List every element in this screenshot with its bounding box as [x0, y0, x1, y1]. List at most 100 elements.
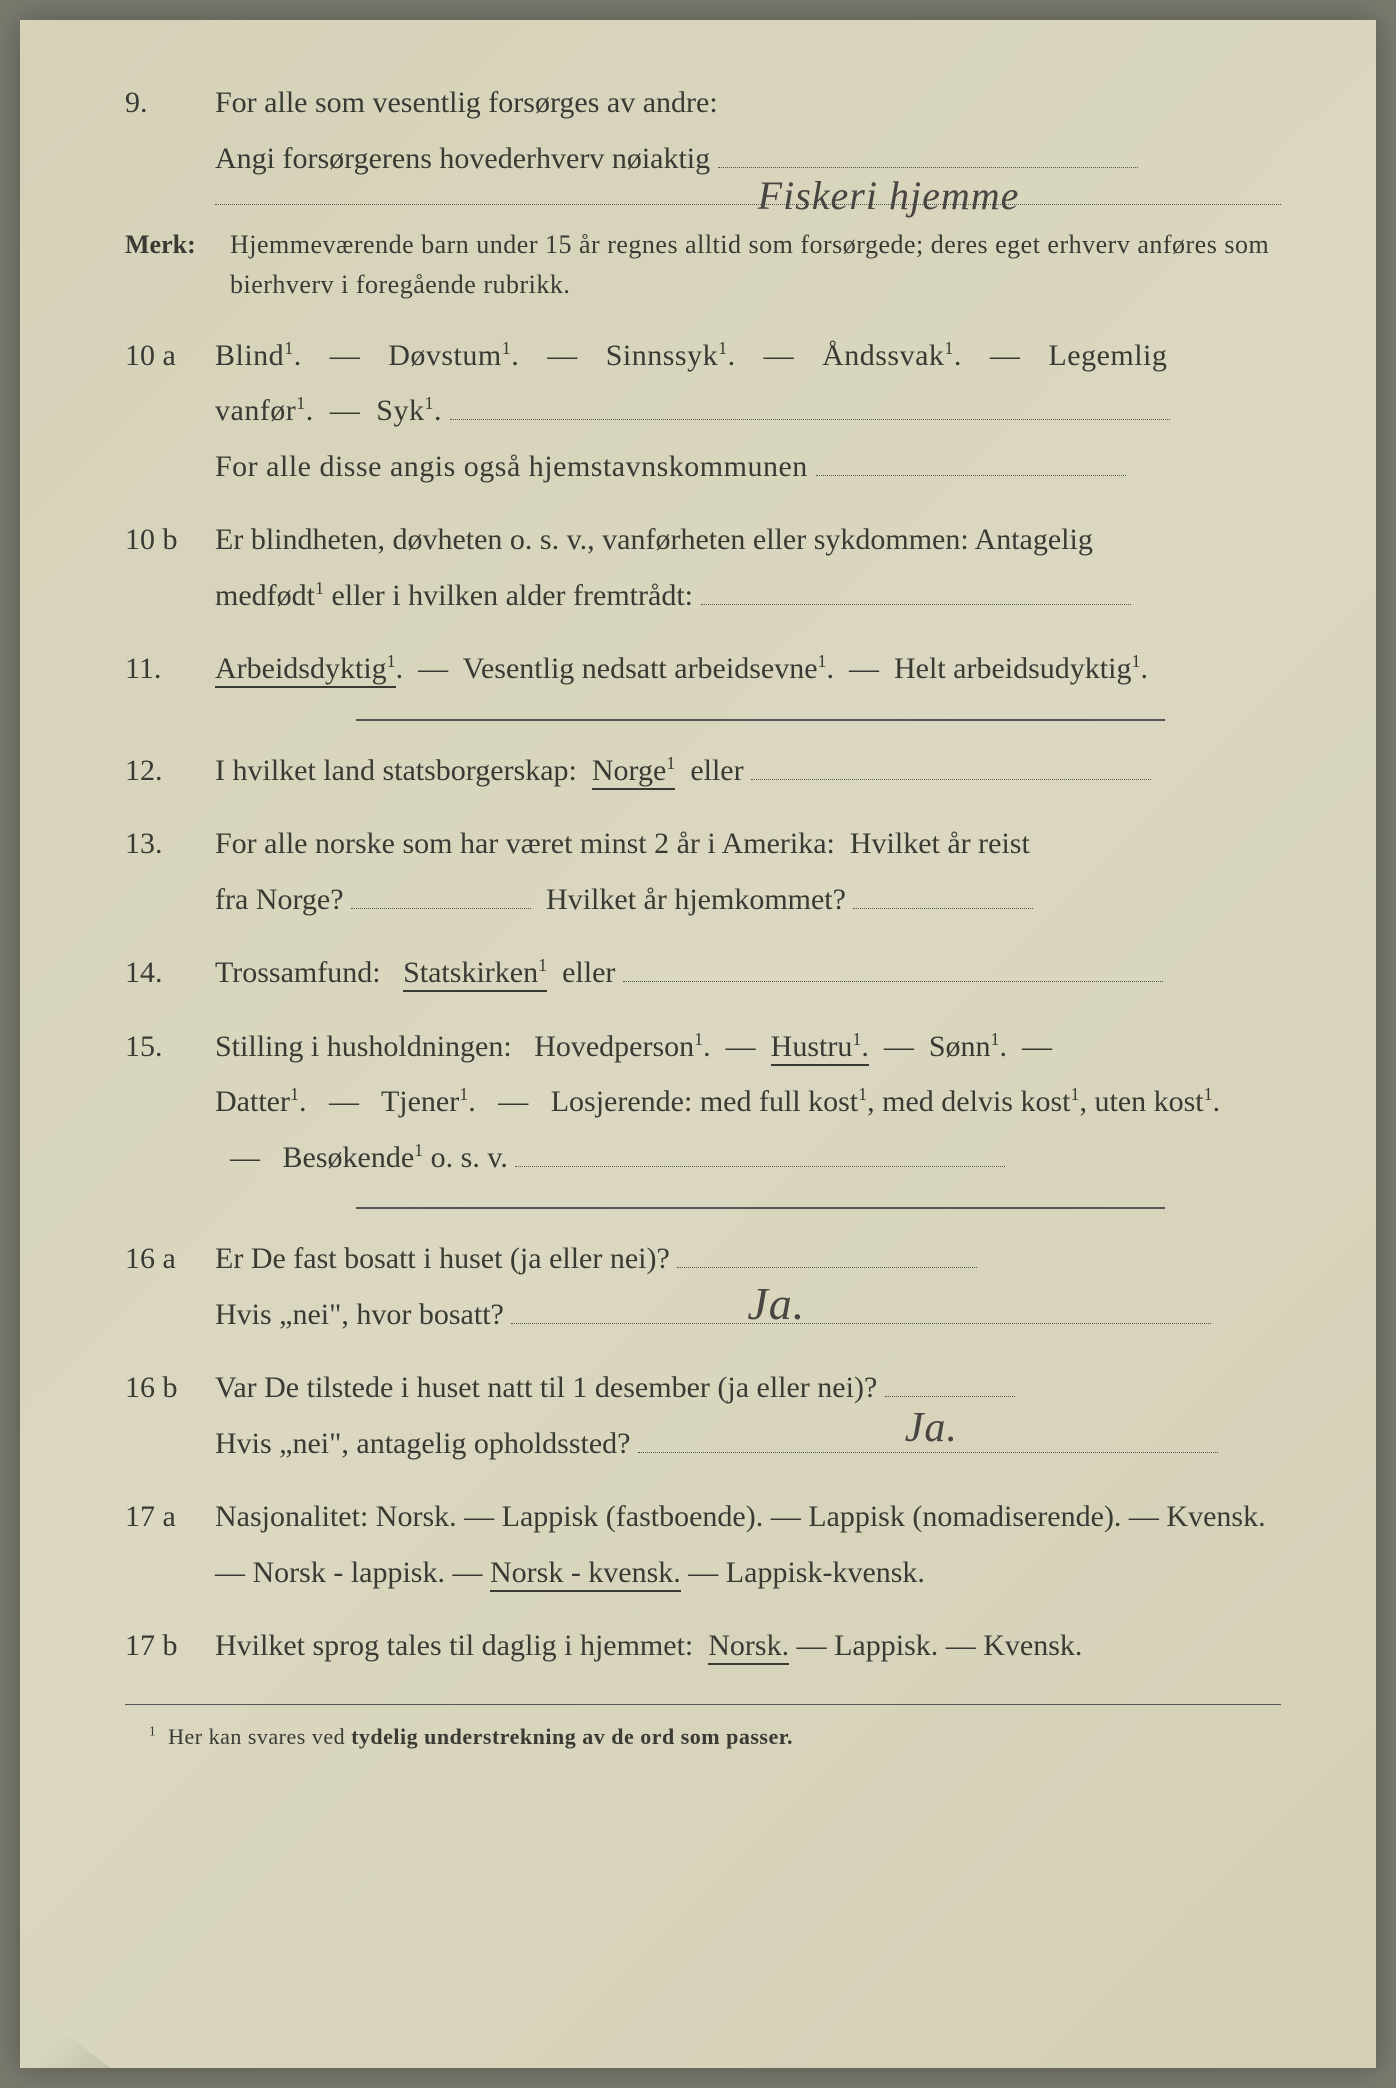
q17b-text-a: Hvilket sprog tales til daglig i hjemmet…: [215, 1629, 693, 1662]
q16a-line2: Hvis „nei", hvor bosatt?: [215, 1298, 504, 1331]
q15-besokende: Besøkende1 o. s. v.: [283, 1141, 508, 1174]
q9-content: For alle som vesentlig forsørges av andr…: [215, 75, 1281, 186]
question-17b: 17 b Hvilket sprog tales til daglig i hj…: [125, 1618, 1281, 1674]
q10b-text-a2: medfødt1: [215, 579, 324, 612]
q12-text-b: eller: [690, 754, 743, 787]
q15-hovedperson: Hovedperson1.: [534, 1030, 710, 1063]
q14-statskirken-underlined: Statskirken1: [403, 956, 547, 992]
q15-hustru-underlined: Hustru1.: [771, 1030, 869, 1066]
q15-sonn: Sønn1.: [929, 1030, 1007, 1063]
divider: [215, 204, 1281, 205]
footnote-text: Her kan svares ved: [168, 1724, 345, 1749]
q15-tjener: Tjener1.: [381, 1085, 476, 1118]
question-16a: 16 a Er De fast bosatt i huset (ja eller…: [125, 1231, 1281, 1342]
q17a-text-b: — Lappisk-kvensk.: [688, 1556, 925, 1589]
q13-text-a: For alle norske som har været minst 2 år…: [215, 827, 1030, 860]
question-9: 9. For alle som vesentlig forsørges av a…: [125, 75, 1281, 186]
question-16b: 16 b Var De tilstede i huset natt til 1 …: [125, 1360, 1281, 1471]
footnote-bold: tydelig understrekning av de ord som pas…: [351, 1724, 793, 1749]
q16a-handwritten: Ja.: [747, 1261, 805, 1346]
q15-number: 15.: [125, 1019, 215, 1186]
q9-line1: For alle som vesentlig forsørges av andr…: [215, 75, 1281, 131]
q17b-text-b: — Lappisk. — Kvensk.: [797, 1629, 1083, 1662]
question-17a: 17 a Nasjonalitet: Norsk. — Lappisk (fas…: [125, 1489, 1281, 1600]
q12-fill[interactable]: [751, 779, 1151, 780]
q16a-content: Er De fast bosatt i huset (ja eller nei)…: [215, 1231, 1281, 1342]
q10a-opt-blind: Blind1.: [215, 339, 302, 372]
q16b-number: 16 b: [125, 1360, 215, 1471]
q17a-norsk-kvensk-underlined: Norsk - kvensk.: [490, 1556, 681, 1592]
merk-label: Merk:: [125, 225, 230, 306]
q9-handwritten-answer: Fiskeri hjemme: [758, 159, 1020, 233]
section-divider-2: [356, 1207, 1165, 1209]
q10a-opt-andssvak: Åndssvak1.: [822, 339, 962, 372]
q14-text-b: eller: [562, 956, 615, 989]
q17b-content: Hvilket sprog tales til daglig i hjemmet…: [215, 1618, 1281, 1674]
q16a-number: 16 a: [125, 1231, 215, 1342]
q11-opt3: Helt arbeidsudyktig1.: [894, 652, 1148, 685]
footnote-marker: 1: [149, 1723, 156, 1738]
question-11: 11. Arbeidsdyktig1. — Vesentlig nedsatt …: [125, 641, 1281, 697]
q15-content: Stilling i husholdningen: Hovedperson1. …: [215, 1019, 1281, 1186]
q10b-content: Er blindheten, døvheten o. s. v., vanfør…: [215, 512, 1281, 623]
q10a-opt-legemlig: Legemlig: [1048, 339, 1167, 372]
q13-text-a2: fra Norge?: [215, 883, 344, 916]
q10a-opt-syk: Syk1.: [376, 394, 442, 427]
q15-losjerende: Losjerende: med full kost1, med delvis k…: [551, 1085, 1220, 1118]
q14-fill[interactable]: [623, 981, 1163, 982]
q10b-fill[interactable]: [701, 604, 1131, 605]
q14-content: Trossamfund: Statskirken1 eller: [215, 945, 1281, 1001]
question-12: 12. I hvilket land statsborgerskap: Norg…: [125, 743, 1281, 799]
census-form-page: 9. For alle som vesentlig forsørges av a…: [20, 20, 1376, 2068]
q15-fill[interactable]: [515, 1166, 1005, 1167]
q16a-fill2[interactable]: [511, 1323, 1211, 1324]
q9-prompt: Angi forsørgerens hovederhverv nøiaktig: [215, 142, 710, 175]
q17a-content: Nasjonalitet: Norsk. — Lappisk (fastboen…: [215, 1489, 1281, 1600]
q12-number: 12.: [125, 743, 215, 799]
q13-text-b: Hvilket år hjemkommet?: [546, 883, 846, 916]
question-15: 15. Stilling i husholdningen: Hovedperso…: [125, 1019, 1281, 1186]
q10a-line2: For alle disse angis også hjemstavnskomm…: [215, 439, 1281, 495]
q15-text-a: Stilling i husholdningen:: [215, 1030, 512, 1063]
question-10a: 10 a Blind1. — Døvstum1. — Sinnssyk1. — …: [125, 328, 1281, 495]
section-divider: [356, 719, 1165, 721]
q10a-content: Blind1. — Døvstum1. — Sinnssyk1. — Åndss…: [215, 328, 1281, 495]
question-14: 14. Trossamfund: Statskirken1 eller: [125, 945, 1281, 1001]
q10a-fill[interactable]: [450, 419, 1170, 420]
q11-content: Arbeidsdyktig1. — Vesentlig nedsatt arbe…: [215, 641, 1281, 697]
q10b-text-a: Er blindheten, døvheten o. s. v., vanfør…: [215, 523, 1093, 556]
q10b-number: 10 b: [125, 512, 215, 623]
q10a-opt-dovstum: Døvstum1.: [388, 339, 519, 372]
q11-number: 11.: [125, 641, 215, 697]
q17b-norsk-underlined: Norsk.: [708, 1629, 789, 1665]
merk-note: Merk: Hjemmeværende barn under 15 år reg…: [125, 225, 1281, 306]
q12-content: I hvilket land statsborgerskap: Norge1 e…: [215, 743, 1281, 799]
q16a-answer-field[interactable]: Ja.: [677, 1267, 977, 1268]
q13-fill1[interactable]: [351, 908, 531, 909]
q13-fill2[interactable]: [853, 908, 1033, 909]
q17a-number: 17 a: [125, 1489, 215, 1600]
q9-answer-field[interactable]: Fiskeri hjemme: [718, 167, 1138, 168]
q12-norge-underlined: Norge1: [592, 754, 675, 790]
q9-line2: Angi forsørgerens hovederhverv nøiaktig …: [215, 131, 1281, 187]
q14-number: 14.: [125, 945, 215, 1001]
merk-text: Hjemmeværende barn under 15 år regnes al…: [230, 225, 1281, 306]
q10a-opt-sinnssyk: Sinnssyk1.: [606, 339, 736, 372]
q10b-text-b: eller i hvilken alder fremtrådt:: [331, 579, 693, 612]
q11-opt2: Vesentlig nedsatt arbeidsevne1.: [463, 652, 834, 685]
q15-datter: Datter1.: [215, 1085, 306, 1118]
q16a-text: Er De fast bosatt i huset (ja eller nei)…: [215, 1242, 670, 1275]
footnote: 1 Her kan svares ved tydelig understrekn…: [125, 1704, 1281, 1758]
q12-text-a: I hvilket land statsborgerskap:: [215, 754, 577, 787]
q10a-number: 10 a: [125, 328, 215, 495]
q10a-opt-vanfor: vanfør1.: [215, 394, 314, 427]
q14-text-a: Trossamfund:: [215, 956, 381, 989]
q11-opt1-underlined: Arbeidsdyktig1: [215, 652, 396, 688]
question-10b: 10 b Er blindheten, døvheten o. s. v., v…: [125, 512, 1281, 623]
q16b-text: Var De tilstede i huset natt til 1 desem…: [215, 1371, 877, 1404]
q16b-handwritten: Ja.: [905, 1390, 958, 1468]
q16b-answer-field[interactable]: Ja.: [885, 1396, 1015, 1397]
question-13: 13. For alle norske som har været minst …: [125, 816, 1281, 927]
q10a-kommune-fill[interactable]: [816, 475, 1126, 476]
q13-content: For alle norske som har været minst 2 år…: [215, 816, 1281, 927]
